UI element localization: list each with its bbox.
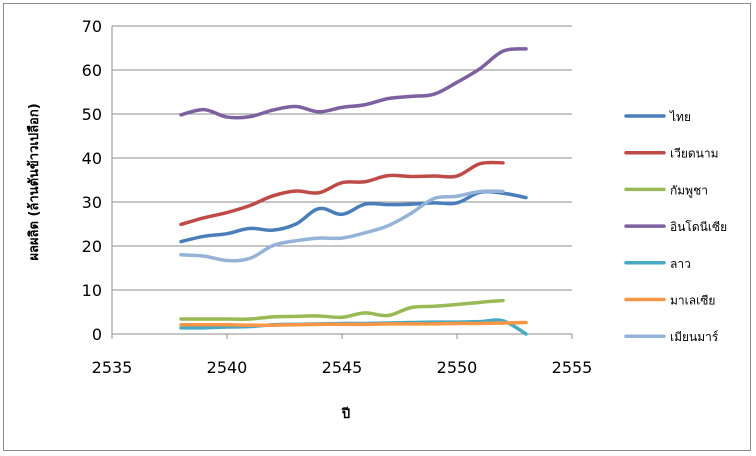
y-tick-label: 60 xyxy=(82,61,102,80)
legend-item: มาเลเซีย xyxy=(624,294,715,308)
gridlines xyxy=(112,25,572,291)
x-axis-title: ปี xyxy=(341,406,350,422)
legend-item: เวียดนาม xyxy=(624,147,719,161)
y-tick-label: 30 xyxy=(82,193,102,212)
legend-item: ลาว xyxy=(624,257,691,271)
y-axis-title: ผลผลิต (ล้านตันข้าวเปลือก) xyxy=(26,103,42,260)
legend-item: เมียนมาร์ xyxy=(624,330,719,344)
y-tick-label: 70 xyxy=(82,17,102,36)
legend-item: กัมพูชา xyxy=(624,183,708,198)
x-tick-label: 2550 xyxy=(437,358,478,377)
legend-label: เวียดนาม xyxy=(670,147,719,161)
legend-label: อินโดนีเซีย xyxy=(670,220,727,234)
legend-label: มาเลเซีย xyxy=(670,294,715,308)
x-tick-label: 2555 xyxy=(552,358,593,377)
legend-label: กัมพูชา xyxy=(670,183,708,198)
series-lines xyxy=(179,47,528,336)
legend: ไทยเวียดนามกัมพูชาอินโดนีเซียลาวมาเลเซีย… xyxy=(624,110,727,344)
series-line-6 xyxy=(179,189,505,263)
axes: 0 10 20 30 40 50 60 70 2535 2540 2545 2550 2555 xyxy=(82,17,593,377)
x-tick-label: 2545 xyxy=(322,358,363,377)
legend-label: ลาว xyxy=(670,257,691,271)
y-tick-label: 50 xyxy=(82,105,102,124)
series-line-5 xyxy=(179,320,528,328)
y-tick-label: 40 xyxy=(82,149,102,168)
series-line-0 xyxy=(179,189,528,244)
y-tick-label: 0 xyxy=(92,325,102,344)
legend-label: เมียนมาร์ xyxy=(670,330,719,344)
y-tick-label: 20 xyxy=(82,237,102,256)
x-tick-label: 2540 xyxy=(207,358,248,377)
series-line-2 xyxy=(179,298,505,321)
y-tick-label: 10 xyxy=(82,281,102,300)
series-line-1 xyxy=(179,160,505,227)
series-line-3 xyxy=(179,47,528,120)
legend-item: ไทย xyxy=(624,110,691,124)
legend-item: อินโดนีเซีย xyxy=(624,220,727,234)
x-tick-label: 2535 xyxy=(92,358,133,377)
legend-label: ไทย xyxy=(669,110,691,124)
